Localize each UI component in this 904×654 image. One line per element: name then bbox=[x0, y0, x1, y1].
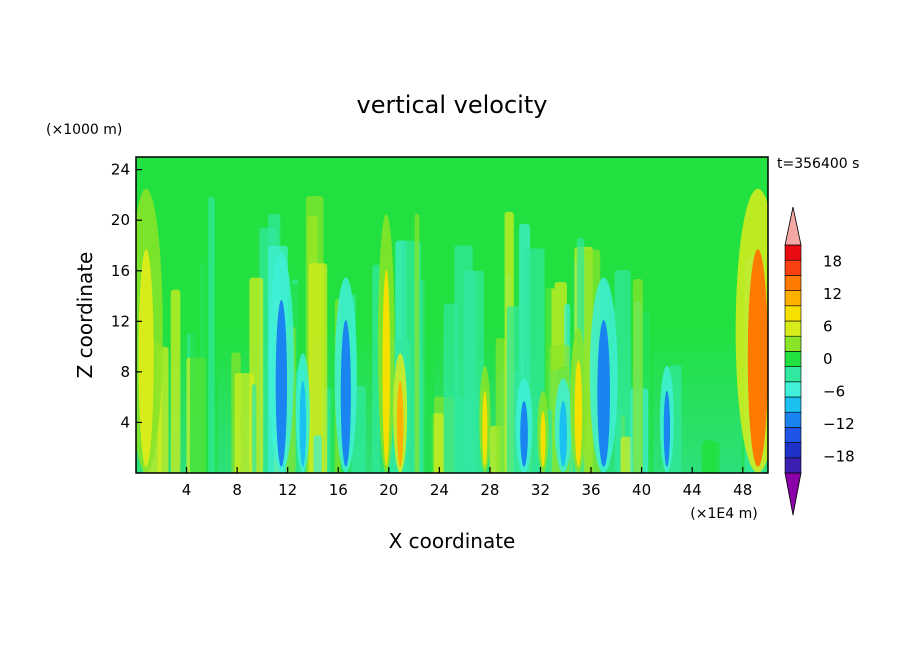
feature-core bbox=[382, 269, 391, 467]
time-label: t=356400 s bbox=[777, 156, 859, 172]
field-band bbox=[208, 196, 215, 473]
colorbar-swatch bbox=[784, 320, 802, 337]
colorbar-swatch bbox=[784, 411, 802, 428]
field-band bbox=[431, 413, 445, 473]
field-band bbox=[702, 439, 715, 473]
field-band bbox=[463, 270, 477, 473]
field-band bbox=[170, 289, 181, 473]
field-band bbox=[308, 263, 328, 473]
colorbar-swatch bbox=[784, 290, 802, 307]
colorbar-swatch bbox=[784, 351, 802, 367]
colorbar-swatch bbox=[784, 244, 802, 261]
field-band bbox=[251, 383, 257, 473]
field-band bbox=[495, 338, 506, 473]
colorbar-swatch bbox=[784, 396, 802, 413]
field-band bbox=[632, 279, 643, 473]
field-band bbox=[313, 435, 322, 473]
colorbar-swatch bbox=[784, 427, 802, 443]
feature-core bbox=[663, 390, 671, 467]
colorbar-swatch bbox=[784, 381, 802, 398]
colorbar-swatch bbox=[784, 457, 802, 474]
feature-core bbox=[340, 320, 351, 467]
colorbar-tick-label: −6 bbox=[823, 383, 845, 401]
field-band bbox=[372, 264, 380, 473]
feature-core bbox=[540, 411, 546, 467]
colorbar-tick-label: 6 bbox=[823, 317, 833, 335]
field-band bbox=[234, 373, 255, 473]
y-tick-label: 16 bbox=[111, 262, 130, 280]
field-band bbox=[423, 271, 434, 473]
x-tick-label: 4 bbox=[182, 481, 192, 499]
y-tick-label: 12 bbox=[111, 312, 130, 330]
field-band bbox=[189, 244, 212, 473]
feature-core bbox=[482, 390, 488, 467]
feature-core bbox=[520, 400, 528, 467]
colorbar-swatch bbox=[784, 335, 802, 352]
colorbar-swatch bbox=[784, 275, 802, 291]
x-unit-label: (×1E4 m) bbox=[690, 506, 757, 522]
x-axis-label: X coordinate bbox=[389, 529, 516, 553]
colorbar-swatch bbox=[784, 366, 802, 383]
x-tick-label: 48 bbox=[733, 481, 752, 499]
feature-core bbox=[138, 249, 154, 467]
colorbar-under-triangle bbox=[784, 472, 802, 516]
x-tick-label: 28 bbox=[480, 481, 499, 499]
colorbar-tick-label: 12 bbox=[823, 285, 842, 303]
field-band bbox=[355, 385, 366, 473]
plot-frame bbox=[135, 156, 769, 474]
colorbar-tick-label: −12 bbox=[823, 415, 855, 433]
colorbar-swatch bbox=[784, 305, 802, 322]
x-tick-label: 20 bbox=[379, 481, 398, 499]
colorbar-tick-label: −18 bbox=[823, 448, 855, 466]
y-unit-label: (×1000 m) bbox=[46, 122, 122, 138]
y-axis-label: Z coordinate bbox=[73, 252, 97, 379]
y-tick-label: 24 bbox=[111, 161, 130, 179]
colorbar-tick-label: 0 bbox=[823, 350, 833, 368]
feature-core bbox=[559, 400, 568, 467]
colorbar-swatch bbox=[784, 442, 802, 459]
feature-core bbox=[397, 380, 404, 467]
feature-core bbox=[275, 299, 288, 467]
colorbar-tick-label: 18 bbox=[823, 252, 842, 270]
x-tick-label: 36 bbox=[581, 481, 600, 499]
field-band bbox=[620, 436, 632, 473]
feature-core bbox=[747, 249, 768, 467]
colorbar-swatch bbox=[784, 259, 802, 276]
y-tick-label: 4 bbox=[120, 413, 130, 431]
colorbar: −18 −12 −6 0 6 12 18 bbox=[784, 206, 855, 516]
x-tick-label: 44 bbox=[683, 481, 702, 499]
feature-core bbox=[299, 380, 307, 467]
feature-core bbox=[597, 320, 610, 467]
y-tick-label: 20 bbox=[111, 211, 130, 229]
x-tick-label: 40 bbox=[632, 481, 651, 499]
field-band bbox=[443, 303, 459, 473]
chart-title: vertical velocity bbox=[357, 91, 548, 119]
x-tick-label: 32 bbox=[531, 481, 550, 499]
colorbar-over-triangle bbox=[784, 206, 802, 246]
x-tick-label: 16 bbox=[329, 481, 348, 499]
field-band bbox=[414, 213, 420, 473]
x-tick-label: 12 bbox=[278, 481, 297, 499]
x-tick-label: 24 bbox=[430, 481, 449, 499]
x-tick-label: 8 bbox=[232, 481, 242, 499]
feature-core bbox=[574, 360, 583, 467]
y-tick-label: 8 bbox=[120, 363, 130, 381]
contour-field bbox=[136, 157, 768, 473]
